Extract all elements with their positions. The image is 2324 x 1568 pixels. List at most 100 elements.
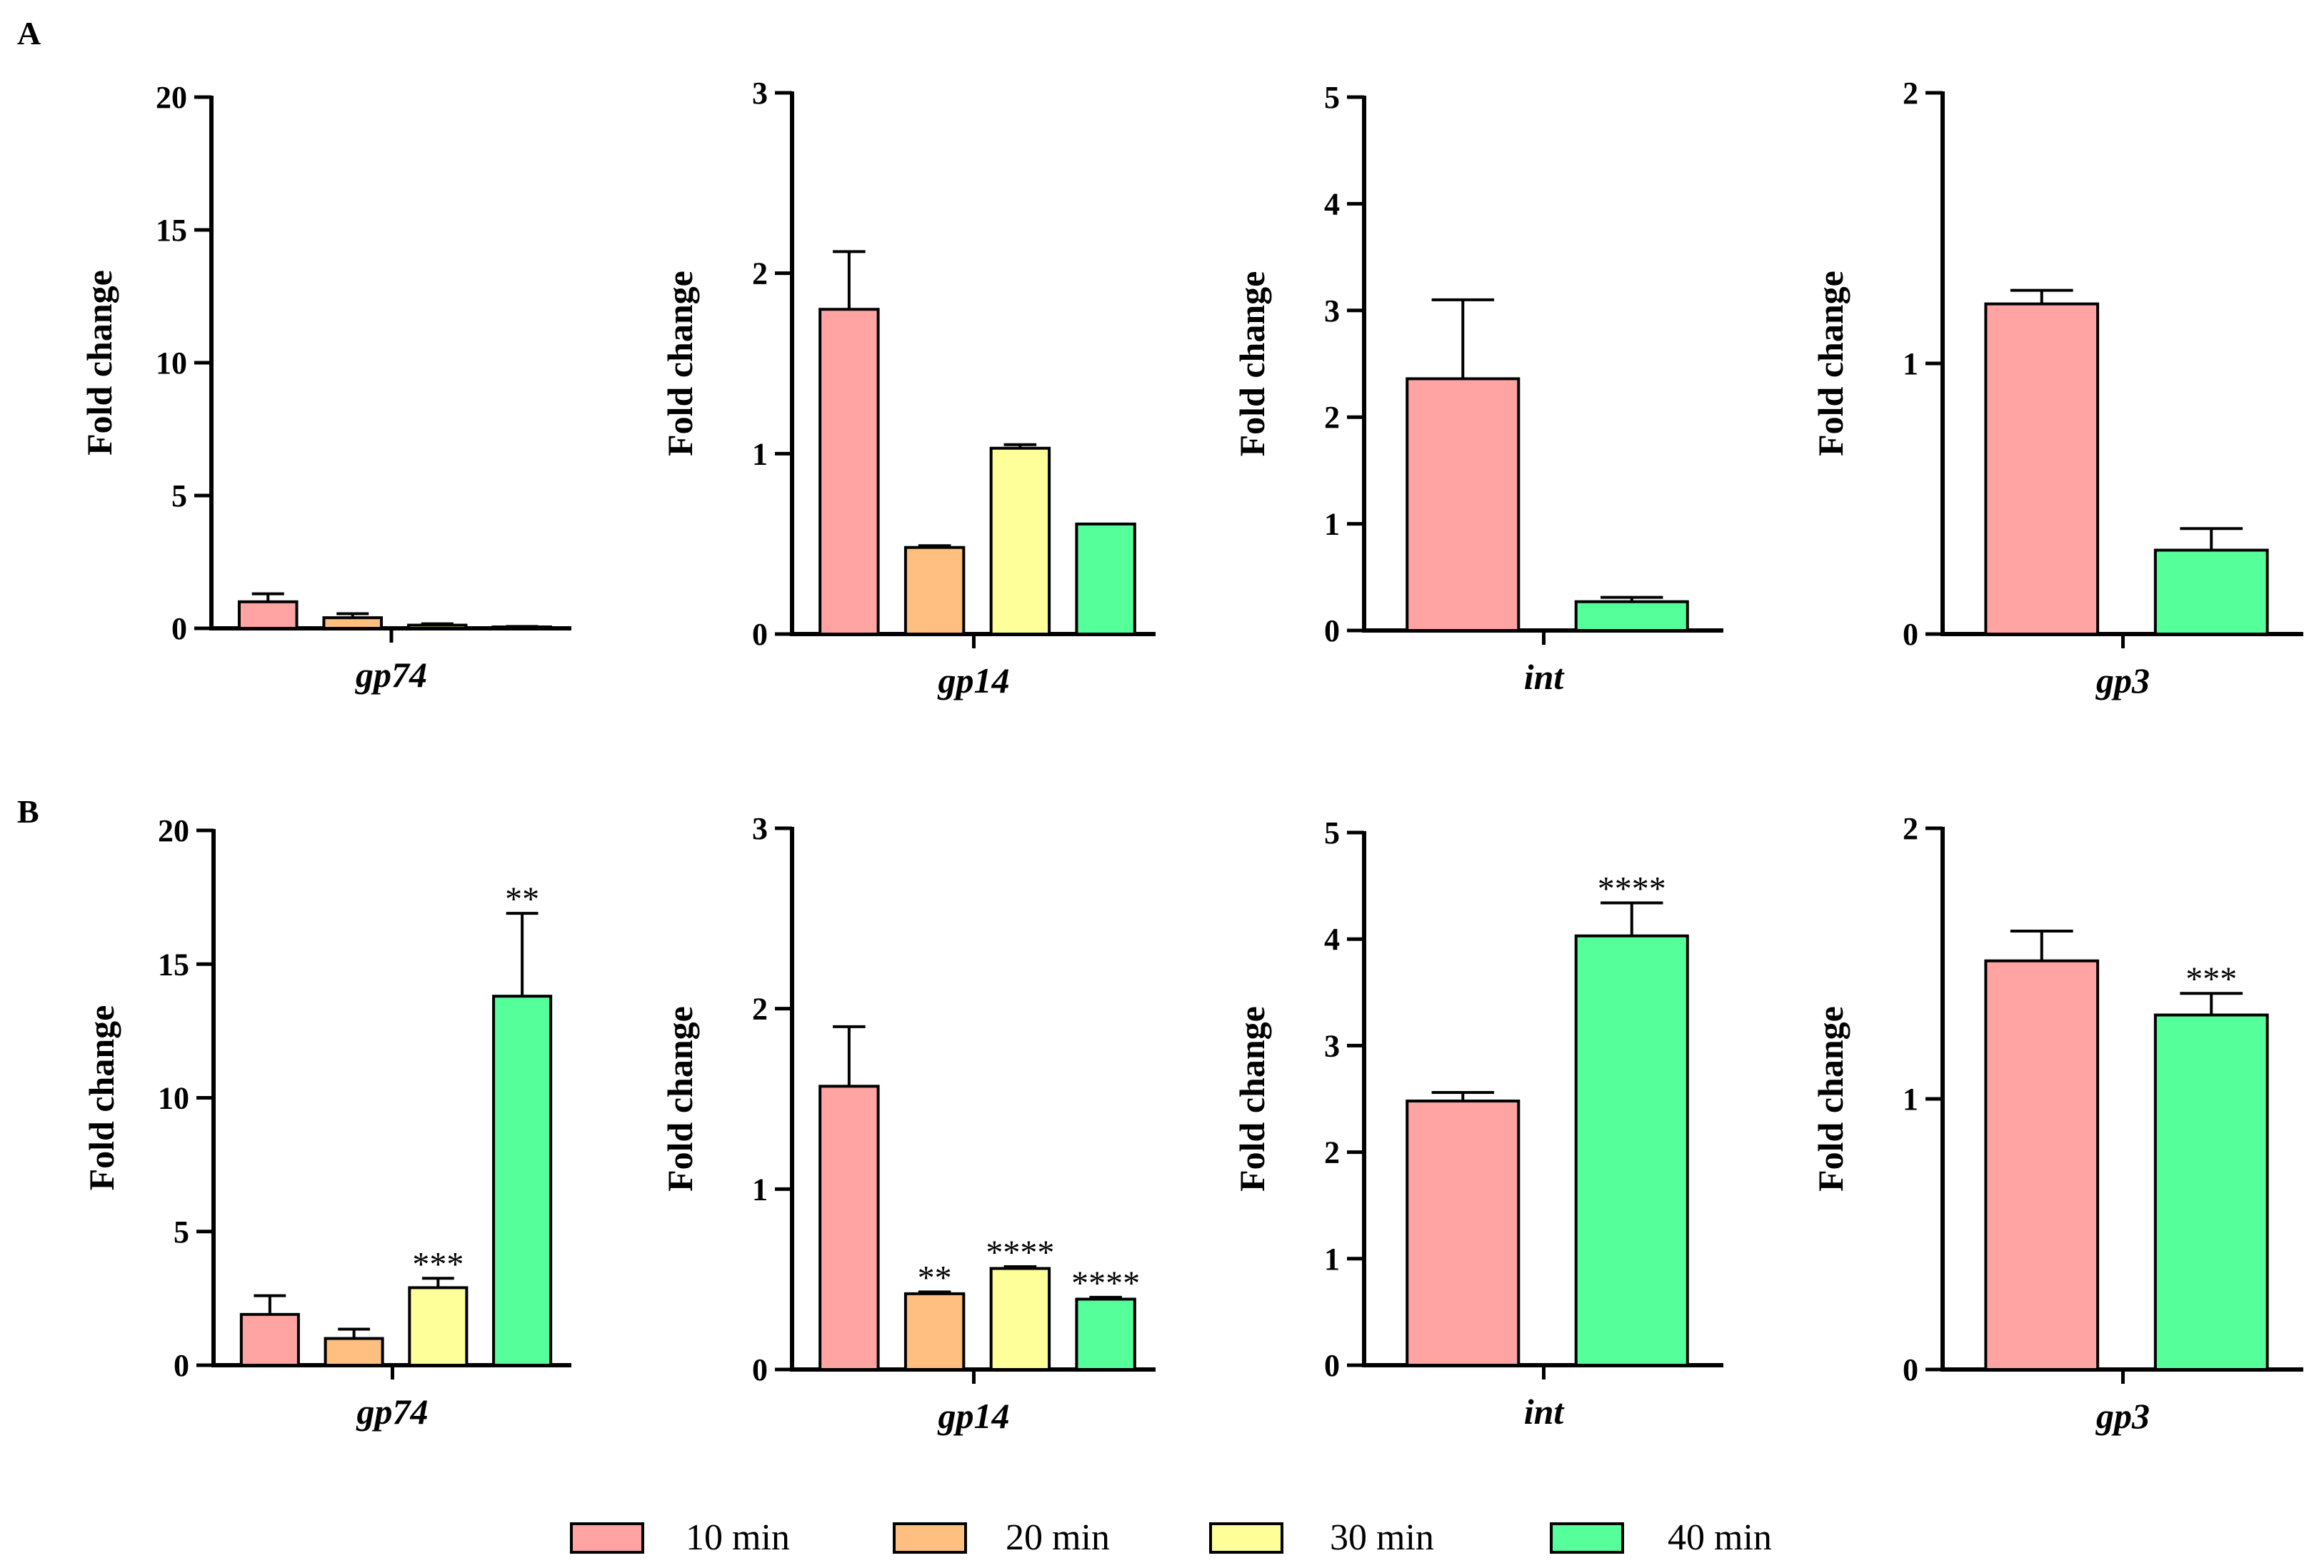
significance-label: ** [505, 880, 539, 918]
bar-30min [989, 446, 1051, 636]
bar-40min [1574, 600, 1689, 632]
y-tick-label: 1 [1324, 507, 1340, 542]
panel-label-a: A [17, 15, 41, 51]
bar-40min [1075, 1297, 1136, 1371]
y-tick-label: 1 [1903, 1082, 1918, 1117]
legend-swatch-40min [1550, 1522, 1624, 1554]
y-tick-label: 4 [1324, 922, 1340, 957]
x-axis-label: gp14 [938, 1396, 1010, 1436]
x-axis-label: gp3 [2095, 1396, 2150, 1436]
y-tick-label: 0 [1324, 1348, 1340, 1383]
bar-20min [903, 1292, 966, 1372]
y-tick-label: 0 [1324, 613, 1340, 648]
y-tick-label: 2 [1903, 76, 1918, 111]
legend-swatch-20min [893, 1522, 967, 1554]
bar-40min [1574, 934, 1689, 1367]
y-tick-label: 0 [174, 1348, 189, 1383]
x-axis-label: int [1524, 657, 1566, 697]
bar-40min [2153, 548, 2269, 636]
bar-10min [237, 600, 299, 630]
y-tick-label: 3 [752, 811, 768, 846]
y-axis-label: Fold change [660, 271, 700, 456]
chart-a-int: 0 1 2 3 4 5 Fold change int [1232, 80, 1723, 697]
legend-label-40min: 40 min [1668, 1517, 1772, 1558]
y-tick-label: 0 [752, 617, 768, 652]
bar-40min [1075, 522, 1136, 636]
y-tick-label: 20 [156, 80, 187, 115]
bar-30min [989, 1267, 1051, 1372]
bar-10min [1984, 302, 2100, 635]
x-axis-label: gp14 [938, 660, 1010, 700]
bar-10min [1406, 1099, 1521, 1367]
chart-a-gp3: 0 1 2 Fold change gp3 [1810, 76, 2303, 700]
y-tick-label: 1 [1903, 346, 1918, 381]
bar-40min [2153, 1013, 2269, 1371]
bar-10min [1984, 959, 2100, 1371]
legend-label-30min: 30 min [1330, 1517, 1434, 1558]
legend-swatch-10min [570, 1522, 644, 1554]
y-tick-label: 2 [752, 992, 768, 1027]
significance-label: *** [412, 1245, 464, 1283]
y-tick-label: 0 [1903, 617, 1918, 652]
significance-label: **** [1071, 1265, 1140, 1302]
y-tick-label: 1 [1324, 1242, 1340, 1277]
bar-10min [239, 1312, 300, 1367]
y-tick-label: 10 [158, 1081, 189, 1116]
x-axis-label: gp74 [355, 655, 427, 695]
chart-a-gp14: 0 1 2 3 Fold change gp14 [660, 76, 1156, 700]
legend-swatch-30min [1209, 1522, 1283, 1554]
y-axis-label: Fold change [1810, 1006, 1850, 1192]
legend-label-20min: 20 min [1006, 1517, 1110, 1558]
bar-10min [818, 308, 880, 635]
x-axis-label: gp74 [356, 1392, 429, 1432]
y-axis-label: Fold change [1810, 271, 1850, 456]
y-tick-label: 15 [158, 947, 189, 982]
significance-label: **** [1598, 870, 1666, 908]
y-axis-label: Fold change [660, 1006, 700, 1192]
significance-label: ** [918, 1259, 952, 1297]
y-axis-label: Fold change [1232, 271, 1272, 457]
y-tick-label: 2 [1903, 811, 1918, 846]
y-tick-label: 0 [1903, 1352, 1918, 1387]
x-axis-label: gp3 [2095, 660, 2150, 700]
x-axis-label: int [1524, 1392, 1566, 1432]
legend: 10 min 20 min 30 min 40 min [570, 1517, 1772, 1558]
y-tick-label: 3 [752, 76, 768, 111]
bar-30min [408, 1286, 469, 1367]
y-tick-label: 2 [1324, 1135, 1340, 1170]
y-tick-label: 5 [1324, 815, 1340, 850]
bar-30min [406, 623, 468, 630]
panel-label-b: B [17, 793, 39, 830]
chart-b-gp3: 0 1 2 Fold change gp3 *** [1810, 811, 2303, 1436]
y-axis-label: Fold change [1232, 1006, 1272, 1192]
y-tick-label: 2 [752, 256, 768, 291]
y-tick-label: 20 [158, 813, 189, 848]
y-tick-label: 2 [1324, 400, 1340, 435]
bar-20min [903, 546, 966, 635]
y-tick-label: 5 [174, 1215, 189, 1250]
y-tick-label: 0 [752, 1352, 768, 1387]
y-tick-label: 1 [752, 1172, 768, 1207]
bar-10min [818, 1085, 880, 1372]
chart-a-gp74: 0 5 10 15 20 Fold change gp74 [79, 80, 571, 695]
significance-label: *** [2185, 960, 2237, 998]
y-axis-label: Fold change [81, 1005, 121, 1191]
legend-label-10min: 10 min [686, 1517, 790, 1558]
y-tick-label: 15 [156, 213, 187, 248]
bar-20min [322, 616, 384, 630]
y-tick-label: 0 [171, 611, 187, 646]
significance-label: **** [986, 1234, 1054, 1272]
y-tick-label: 5 [1324, 80, 1340, 115]
y-tick-label: 3 [1324, 293, 1340, 328]
y-axis-label: Fold change [79, 270, 119, 456]
bar-20min [324, 1337, 384, 1367]
bar-10min [1406, 377, 1521, 633]
y-tick-label: 3 [1324, 1028, 1340, 1063]
y-tick-label: 1 [752, 436, 768, 471]
chart-b-int: 0 1 2 3 4 5 Fold change int **** [1232, 815, 1723, 1432]
y-tick-label: 4 [1324, 186, 1340, 221]
